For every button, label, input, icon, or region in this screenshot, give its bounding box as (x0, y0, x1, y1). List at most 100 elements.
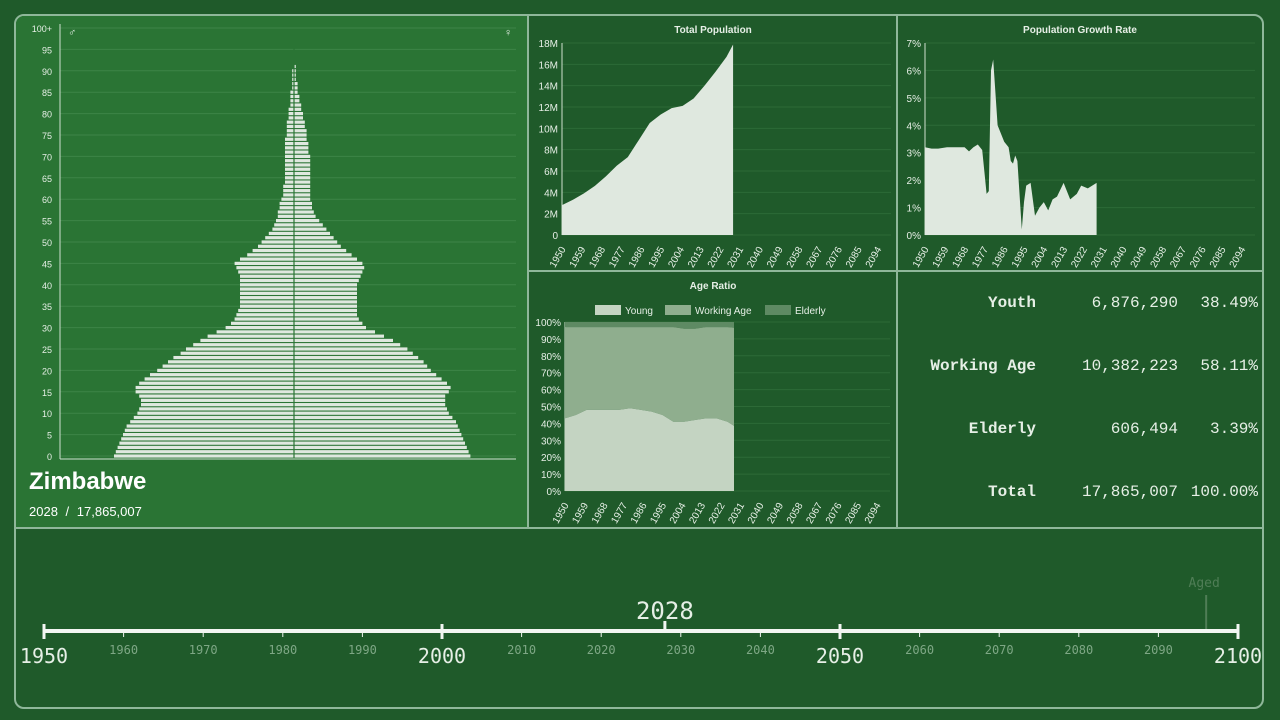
y-tick-label: 7% (907, 39, 922, 50)
y-tick-label: 5 (47, 431, 52, 441)
pyramid-bar-male (141, 403, 294, 407)
pyramid-bar-female (294, 159, 311, 163)
y-tick-label: 95 (42, 45, 52, 55)
pyramid-bar-male (130, 420, 294, 424)
y-tick-label: 3% (907, 149, 922, 160)
x-tick-label: 1986 (629, 501, 650, 526)
pyramid-bar-male (283, 184, 294, 188)
timeline-minor-label: 2080 (1064, 643, 1093, 657)
pyramid-bar-male (193, 343, 294, 347)
y-tick-label: 85 (42, 88, 52, 98)
pyramid-bar-female (294, 343, 401, 347)
pyramid-bar-male (236, 313, 294, 317)
x-tick-label: 2067 (804, 501, 825, 526)
pyramid-bar-male (274, 223, 294, 227)
chart-title: Population Growth Rate (1023, 25, 1137, 36)
timeline-current-year: 2028 (636, 597, 694, 625)
dashboard-frame: 0 5 10 15 20 25 30 35 40 45 50 55 60 65 70 75 80 85 90 95 10… (14, 14, 1264, 709)
x-tick-label: 2085 (1208, 245, 1229, 270)
y-tick-label: 60% (541, 386, 561, 397)
pyramid-bar-female (294, 428, 460, 432)
age-ratio-chart: Age Ratio Young Working Age Elderly 0% 10… (535, 281, 890, 526)
pyramid-bar-male (173, 355, 294, 360)
pyramid-bar-female (294, 120, 305, 124)
x-tick-label: 2067 (1168, 245, 1189, 270)
total-population-panel: Total Population 0 2M 4M 6M 8M 10M 12M 14M 16M 18… (529, 16, 898, 272)
y-tick-label: 65 (42, 174, 52, 184)
pyramid-bar-male (279, 206, 294, 210)
timeline-major-label: 1950 (20, 644, 68, 668)
pyramid-bar-female (294, 124, 305, 129)
pyramid-bar-male (290, 103, 294, 107)
pyramid-bar-male (285, 141, 294, 146)
x-tick-label: 1986 (627, 245, 648, 270)
stat-count: 10,382,223 (1081, 357, 1178, 375)
y-tick-label: 8M (544, 146, 558, 157)
pyramid-bar-male (240, 274, 294, 278)
pyramid-bar-male (236, 266, 294, 270)
year-timeline-panel[interactable]: 2028 Aged 1950 2000 2050 2100 1960 1970 1980 19… (16, 529, 1264, 709)
pyramid-bar-male (292, 77, 294, 81)
x-tick-label: 2058 (1149, 245, 1170, 270)
y-tick-label: 15 (42, 388, 52, 398)
pyramid-bar-female (294, 193, 311, 197)
pyramid-bar-female (294, 184, 311, 188)
stat-percent: 100.00% (1190, 483, 1258, 501)
x-tick-label: 2013 (687, 501, 708, 526)
pyramid-bar-male (290, 90, 294, 94)
pyramid-bar-male (285, 150, 294, 154)
year-timeline-slider[interactable]: 2028 Aged 1950 2000 2050 2100 1960 1970 1980 19… (16, 529, 1264, 709)
x-tick-label: 2022 (706, 245, 727, 270)
pyramid-bar-male (126, 424, 294, 428)
pyramid-bar-male (238, 270, 294, 274)
x-tick-label: 2094 (1228, 245, 1249, 270)
pyramid-bar-male (240, 278, 294, 283)
pyramid-bar-male (285, 154, 294, 158)
legend-label-young: Young (625, 306, 653, 317)
pyramid-bar-male (137, 411, 294, 415)
pyramid-bar-male (285, 167, 294, 171)
x-tick-label: 1995 (648, 501, 669, 526)
pyramid-bar-male (265, 236, 294, 240)
y-tick-label: 2M (544, 210, 558, 221)
timeline-minor-label: 2020 (587, 643, 616, 657)
pyramid-bar-male (234, 261, 294, 265)
chart-title: Age Ratio (690, 281, 737, 292)
pyramid-bar-male (281, 197, 294, 201)
pyramid-bar-female (294, 90, 298, 94)
pyramid-bar-male (285, 180, 294, 184)
pyramid-bar-male (150, 373, 294, 377)
pyramid-bar-female (294, 257, 357, 261)
pyramid-bar-female (294, 171, 311, 176)
timeline-minor-label: 1980 (268, 643, 297, 657)
y-tick-label: 90 (42, 67, 52, 77)
stat-label: Working Age (930, 357, 1036, 375)
x-tick-label: 2040 (1109, 245, 1130, 270)
growth-rate-chart: Population Growth Rate 0% 1% 2% 3% 4% 5% 6% 7% 1… (907, 25, 1255, 270)
pyramid-bar-female (294, 141, 309, 146)
pyramid-bar-female (294, 219, 320, 223)
timeline-minor-label: 2060 (905, 643, 934, 657)
y-tick-label: 50 (42, 238, 52, 248)
pyramid-bar-female (294, 278, 359, 283)
pyramid-bar-female (294, 176, 311, 180)
pyramid-bar-female (294, 377, 442, 381)
y-tick-label: 30% (541, 436, 561, 447)
x-tick-label: 1950 (551, 501, 572, 526)
pyramid-bar-female (294, 64, 296, 69)
growth-rate-area (925, 59, 1097, 236)
y-tick-label: 80 (42, 110, 52, 120)
female-symbol-icon: ♀ (504, 27, 512, 39)
pyramid-bar-female (294, 317, 359, 321)
stat-row-total: Total 17,865,007 100.00% (898, 483, 1262, 507)
pyramid-bar-male (216, 330, 294, 334)
y-tick-label: 4% (907, 121, 922, 132)
pyramid-bar-female (294, 236, 334, 240)
pyramid-bar-female (294, 304, 357, 308)
pyramid-bar-male (285, 137, 294, 141)
y-tick-label: 5% (907, 94, 922, 105)
x-tick-label: 2031 (726, 501, 747, 526)
age-ratio-panel: Age Ratio Young Working Age Elderly 0% 10… (529, 272, 898, 529)
pyramid-bar-female (294, 77, 296, 81)
pyramid-bar-female (294, 437, 464, 441)
